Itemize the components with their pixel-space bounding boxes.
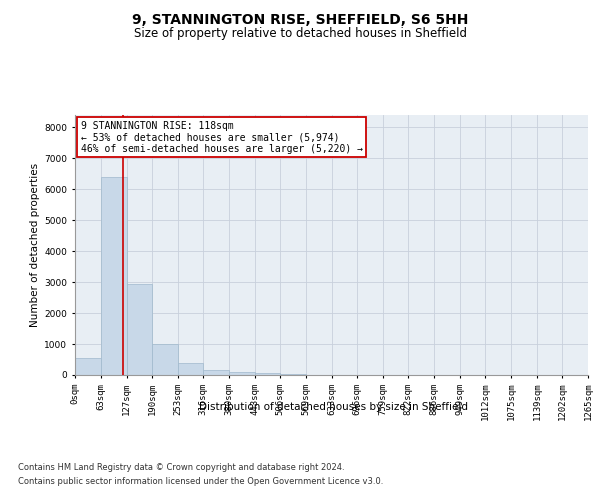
Text: Contains HM Land Registry data © Crown copyright and database right 2024.: Contains HM Land Registry data © Crown c… <box>18 462 344 471</box>
Y-axis label: Number of detached properties: Number of detached properties <box>30 163 40 327</box>
Text: Size of property relative to detached houses in Sheffield: Size of property relative to detached ho… <box>133 28 467 40</box>
Bar <box>229 372 254 375</box>
Text: Contains public sector information licensed under the Open Government Licence v3: Contains public sector information licen… <box>18 478 383 486</box>
Bar <box>127 284 152 375</box>
Bar <box>101 177 127 375</box>
Bar <box>178 363 203 375</box>
Text: 9 STANNINGTON RISE: 118sqm
← 53% of detached houses are smaller (5,974)
46% of s: 9 STANNINGTON RISE: 118sqm ← 53% of deta… <box>80 120 362 154</box>
Text: Distribution of detached houses by size in Sheffield: Distribution of detached houses by size … <box>199 402 467 412</box>
Text: 9, STANNINGTON RISE, SHEFFIELD, S6 5HH: 9, STANNINGTON RISE, SHEFFIELD, S6 5HH <box>132 12 468 26</box>
Bar <box>152 344 178 375</box>
Bar <box>280 374 306 375</box>
Bar <box>254 372 280 375</box>
Bar <box>203 370 229 375</box>
Bar <box>75 358 101 375</box>
